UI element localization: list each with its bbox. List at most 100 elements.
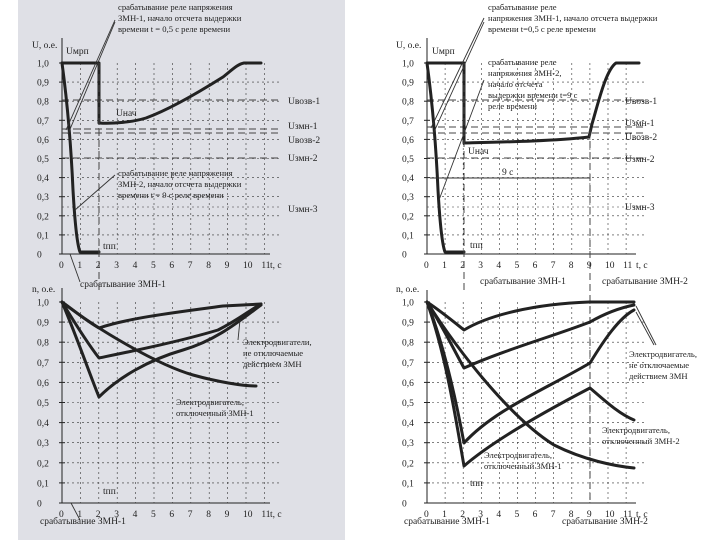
- uzmn2-label: Uзмн-2: [288, 154, 318, 164]
- x-tick-label: 1: [77, 261, 82, 271]
- x-tick-label: 7: [551, 510, 556, 520]
- b-motor-off1: Электродвигатель, отключенный ЗМН-1: [484, 450, 562, 471]
- motor-a-off: Электродвигатель, отключенный ЗМН-1: [176, 397, 254, 418]
- y-tick-label: 0,2: [37, 212, 49, 222]
- top-b-y-label: U, о.е.: [396, 41, 421, 51]
- voltage-curve-drop: [60, 61, 101, 254]
- x-tick-label: 5: [151, 510, 156, 520]
- y-tick-label: 0,1: [37, 231, 49, 241]
- trip-a-bottom-pointer: [70, 502, 81, 521]
- y-tick-label: 0: [37, 500, 42, 510]
- b-speed-2: [425, 300, 636, 370]
- b-note-relay1-pointer2: [432, 21, 485, 135]
- panel-a: а) U, о.е. t, c 1,00,90,80,70,60,50,40,3…: [18, 0, 345, 540]
- note-a-relay1-pointer2: [67, 21, 116, 135]
- b-tpp-bottom: tпп: [470, 479, 483, 489]
- b-note-relay2: срабатывание реле напряжения ЗМН-2, нача…: [488, 57, 580, 111]
- x-tick-label: 7: [188, 510, 193, 520]
- x-tick-label: 4: [496, 510, 501, 520]
- y-tick-label: 0,7: [402, 359, 414, 369]
- b-note-relay2-pointer: [438, 79, 485, 201]
- x-tick-label: 0: [59, 510, 64, 520]
- x-tick-label: 9: [587, 261, 592, 271]
- x-tick-label: 6: [533, 510, 538, 520]
- b-voltage-curve-umrp: [425, 61, 641, 145]
- y-tick-label: 0,1: [402, 479, 414, 489]
- x-tick-label: 10: [243, 510, 253, 520]
- x-tick-label: 0: [424, 261, 429, 271]
- y-tick-label: 0,3: [37, 439, 49, 449]
- y-tick-label: 0,9: [402, 319, 414, 329]
- y-tick-label: 0,5: [402, 155, 414, 165]
- b-voltage-curve-drop: [425, 61, 466, 254]
- top-a-tpp: tпп: [103, 242, 116, 252]
- bottom-a-tpp: tпп: [103, 487, 116, 497]
- y-tick-label: 0,6: [37, 136, 49, 146]
- motors-a-pointer: [237, 319, 241, 341]
- y-tick-label: 0,8: [37, 98, 49, 108]
- speed-curve-a-off: [60, 300, 258, 388]
- x-tick-label: 4: [133, 261, 138, 271]
- x-tick-label: 11: [261, 510, 270, 520]
- b-note-relay1-pointer: [430, 17, 485, 129]
- bottom-b-x-label: t, c: [636, 510, 648, 520]
- x-tick-label: 1: [442, 261, 447, 271]
- uzmn3-label: Uзмн-3: [288, 205, 318, 215]
- y-tick-label: 0,1: [402, 231, 414, 241]
- x-tick-label: 9: [587, 510, 592, 520]
- b-speed-3: [425, 300, 636, 445]
- y-tick-label: 0,6: [402, 136, 414, 146]
- x-tick-label: 7: [188, 261, 193, 271]
- x-tick-label: 7: [551, 261, 556, 271]
- x-tick-label: 9: [225, 261, 230, 271]
- y-tick-label: 1,0: [402, 60, 414, 70]
- b-trip2-bottom: срабатывание ЗМН-2: [562, 516, 648, 527]
- bottom-b-y-label: n, о.е.: [396, 285, 419, 295]
- y-tick-label: 0,7: [37, 359, 49, 369]
- y-tick-label: 1,0: [37, 60, 49, 70]
- speed-curve-a-3: [60, 300, 263, 399]
- b-ubozv2-label: Uвозв-2: [625, 133, 657, 143]
- y-tick-label: 0,4: [402, 174, 414, 184]
- y-tick-label: 0: [37, 251, 42, 261]
- b-uzmn2-label: Uзмн-2: [625, 155, 655, 165]
- b-motor-off2: Электродвигатель, отключенный ЗМН-2: [602, 425, 680, 446]
- x-tick-label: 4: [133, 510, 138, 520]
- note-a-relay1-pointer: [65, 19, 116, 131]
- y-tick-label: 0,8: [402, 339, 414, 349]
- x-tick-label: 4: [496, 261, 501, 271]
- panel-b: б) U, о.е. t, c 1,00,90,80,70,60,50,40,3…: [384, 0, 703, 540]
- y-tick-label: 0,8: [402, 98, 414, 108]
- motors-a-not-off: Электродвигатели, не отключаемые действи…: [243, 337, 314, 369]
- speed-curve-a-2: [60, 300, 263, 360]
- x-tick-label: 11: [623, 510, 632, 520]
- top-a-y-ticks: 1,0 0,9 0,8 0,7 0,6 0,5 0,4 0,3 0,2 0,1 0: [37, 60, 280, 261]
- x-tick-label: 3: [114, 261, 119, 271]
- bottom-a-y-ticks: 1,0 0,9 0,8 0,7 0,6 0,5 0,4 0,3 0,2 0,1 0: [37, 299, 280, 510]
- y-tick-label: 0,1: [37, 479, 49, 489]
- b-uzmn1-label: Uзмн-1: [625, 119, 655, 129]
- x-tick-label: 5: [151, 261, 156, 271]
- y-tick-label: 0,4: [37, 419, 49, 429]
- y-tick-label: 0,7: [402, 117, 414, 127]
- top-a-y-label: U, о.е.: [32, 41, 57, 51]
- x-tick-label: 3: [478, 261, 483, 271]
- y-tick-label: 0,6: [402, 379, 414, 389]
- y-tick-label: 0,9: [402, 79, 414, 89]
- trip-a-top: срабатывание ЗМН-1: [80, 279, 166, 290]
- y-tick-label: 0,4: [402, 419, 414, 429]
- b-unach: Uнач: [468, 147, 489, 157]
- b-ubozv1-label: Uвозв-1: [625, 97, 657, 107]
- x-tick-label: 10: [605, 261, 615, 271]
- trip-a-top-pointer: [69, 253, 81, 283]
- y-tick-label: 1,0: [402, 299, 414, 309]
- y-tick-label: 0,9: [37, 319, 49, 329]
- bottom-a-y-label: n, о.е.: [32, 285, 55, 295]
- y-tick-label: 0,5: [37, 155, 49, 165]
- top-b-x-label: t, c: [636, 261, 648, 271]
- b-speed-1: [425, 300, 636, 332]
- b-note-relay1: срабатывание реле напряжения ЗМН-1, нача…: [488, 2, 660, 34]
- y-tick-label: 0,8: [37, 339, 49, 349]
- x-tick-label: 6: [533, 261, 538, 271]
- b-uzmn3-label: Uзмн-3: [625, 203, 655, 213]
